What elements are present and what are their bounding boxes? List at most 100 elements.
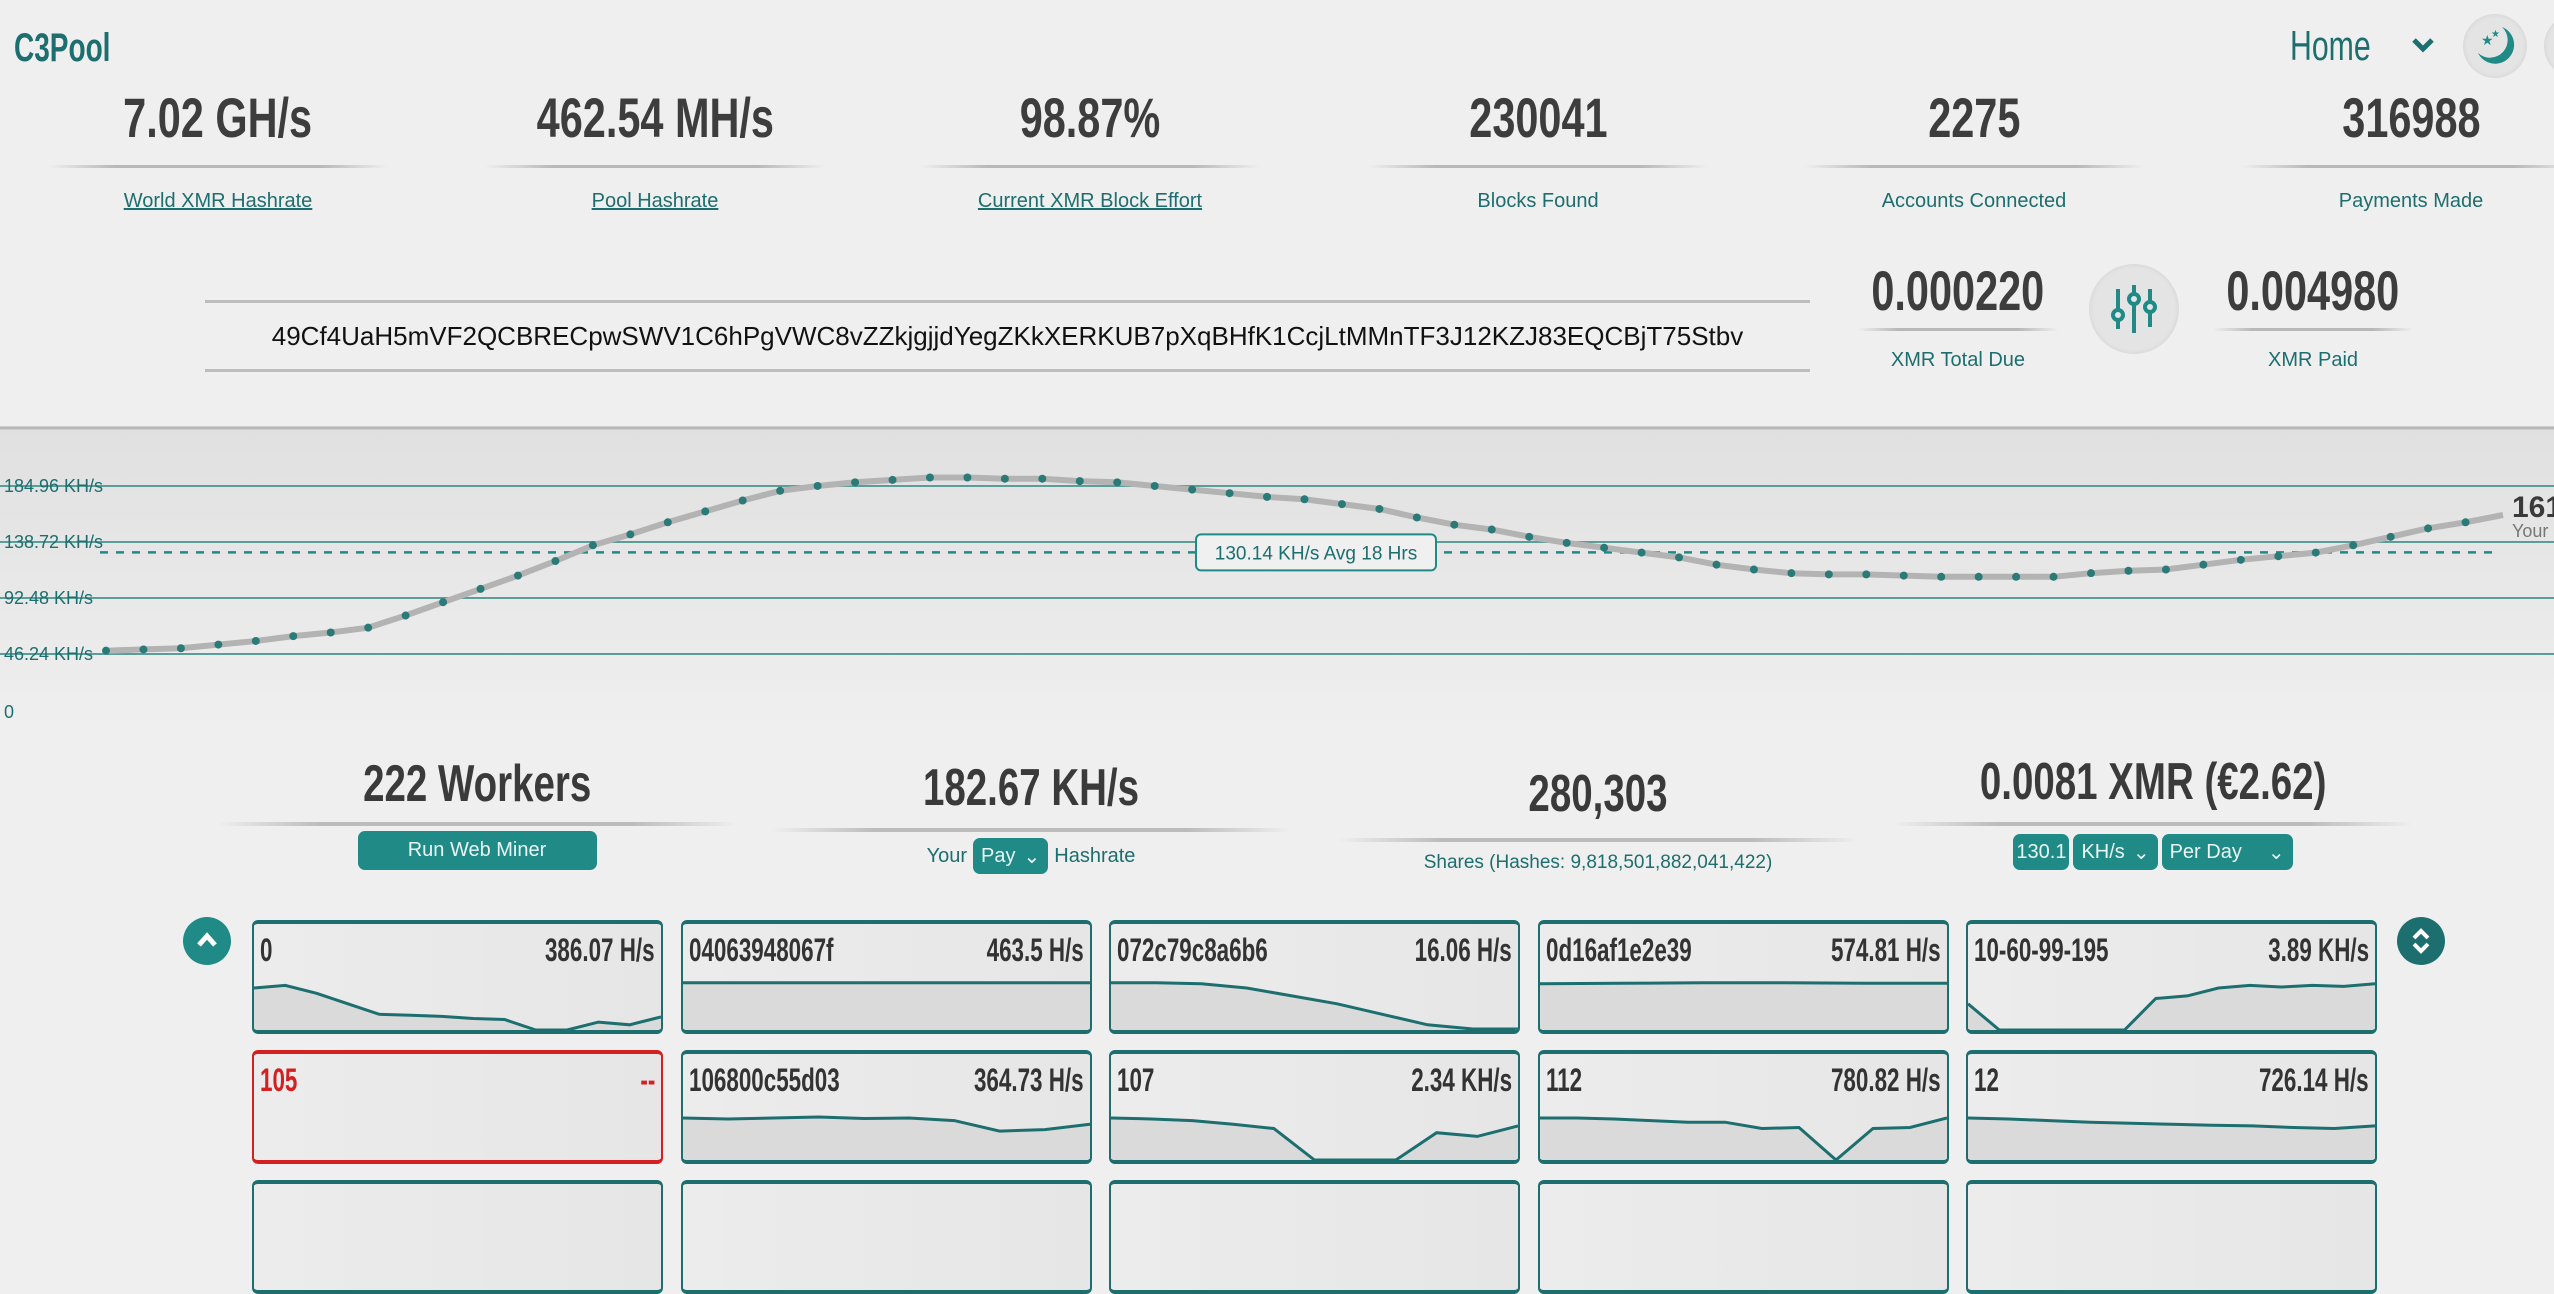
chevron-down-icon: ⌄ (1023, 845, 1041, 868)
worker-hashrate: 3.89 KH/s (2268, 932, 2369, 968)
logo[interactable]: C3Pool (14, 26, 111, 70)
worker-card[interactable]: 0d16af1e2e39 574.81 H/s (1538, 920, 1949, 1034)
worker-sparkline (683, 981, 1090, 1030)
worker-hashrate: 2.34 KH/s (1411, 1062, 1512, 1098)
wallet-address[interactable]: 49Cf4UaH5mVF2QCBRECpwSWV1C6hPgVWC8vZZkjg… (205, 300, 1810, 372)
average-badge (1195, 533, 1437, 572)
worker-card[interactable]: 105 -- (252, 1050, 663, 1164)
worker-hashrate: 463.5 H/s (986, 932, 1084, 968)
data-point (551, 557, 560, 566)
worker-card[interactable] (1109, 1180, 1520, 1294)
worker-card[interactable] (252, 1180, 663, 1294)
stat-label: Blocks Found (1477, 190, 1599, 212)
worker-hashrate: 726.14 H/s (2259, 1062, 2369, 1098)
worker-card[interactable] (1966, 1180, 2377, 1294)
worker-card[interactable]: 12 726.14 H/s (1966, 1050, 2377, 1164)
workers-summary: 222 Workers Run Web Miner (197, 752, 757, 870)
workers-count: 222 Workers (362, 755, 592, 813)
nav-menu-home[interactable]: Home (2290, 22, 2371, 69)
data-point (925, 473, 934, 482)
xmr-total-due: 0.000220 XMR Total Due (1788, 258, 2128, 372)
data-point (1300, 495, 1309, 504)
data-point (1712, 560, 1721, 569)
y-tick-label: 184.96 KH/s (4, 476, 103, 496)
worker-name: 10-60-99-195 (1974, 932, 2109, 968)
chevron-down-icon: ⌄ (2132, 841, 2150, 864)
data-point (102, 646, 110, 655)
collapse-workers-button[interactable] (183, 917, 231, 965)
worker-name: 04063948067f (689, 932, 834, 968)
data-point (2386, 532, 2395, 541)
worker-hashrate: 574.81 H/s (1831, 932, 1941, 968)
stat-value: 316988 (2341, 86, 2481, 149)
data-point (139, 645, 148, 654)
worker-card[interactable]: 0 386.07 H/s (252, 920, 663, 1034)
run-web-miner-button[interactable]: Run Web Miner (357, 831, 597, 870)
worker-sparkline (1968, 982, 2375, 1030)
worker-hashrate: 386.07 H/s (545, 932, 655, 968)
worker-card[interactable]: 106800c55d03 364.73 H/s (681, 1050, 1092, 1164)
data-point (326, 628, 335, 637)
y-tick-label: 92.48 KH/s (4, 588, 93, 608)
unit-select[interactable]: KH/s ⌄ (2073, 834, 2158, 870)
account-button[interactable] (2544, 14, 2554, 78)
data-point (1075, 477, 1084, 486)
pay-select[interactable]: Pay ⌄ (973, 838, 1049, 874)
paid-label: XMR Paid (2267, 349, 2359, 371)
calc-hashrate-input[interactable]: 130.1 (2013, 834, 2070, 870)
chevron-up-icon (197, 932, 217, 947)
worker-name: 0d16af1e2e39 (1546, 932, 1692, 968)
worker-card[interactable]: 10-60-99-195 3.89 KH/s (1966, 920, 2377, 1034)
worker-card[interactable] (1538, 1180, 1949, 1294)
worker-sparkline (254, 983, 661, 1030)
data-point (2311, 548, 2320, 557)
y-tick-label: 138.72 KH/s (4, 532, 103, 552)
stat-label-link[interactable]: World XMR Hashrate (123, 190, 313, 212)
data-point (1412, 513, 1421, 522)
data-point (1899, 571, 1908, 580)
worker-card[interactable]: 112 780.82 H/s (1538, 1050, 1949, 1164)
svg-text:★: ★ (2481, 32, 2494, 48)
stat-label-link[interactable]: Current XMR Block Effort (977, 190, 1203, 212)
data-point (1862, 570, 1871, 579)
stat-value: 462.54 MH/s (536, 86, 774, 149)
data-point (2161, 565, 2170, 574)
data-point (1225, 489, 1234, 498)
period-select[interactable]: Per Day ⌄ (2161, 834, 2293, 870)
total-due-value: 0.000220 (1871, 259, 2045, 322)
data-point (1974, 572, 1983, 581)
stat-label: Payments Made (2338, 190, 2484, 212)
worker-card[interactable]: 04063948067f 463.5 H/s (681, 920, 1092, 1034)
data-point (1824, 570, 1833, 579)
worker-name: 0 (260, 932, 273, 968)
period-select-value: Per Day (2169, 840, 2242, 863)
stat-block-effort: 98.87% Current XMR Block Effort (880, 85, 1300, 213)
data-point (1263, 492, 1272, 501)
average-label: 130.14 KH/s Avg 18 Hrs (1215, 543, 1417, 564)
worker-card[interactable] (681, 1180, 1092, 1294)
data-point (813, 481, 822, 490)
worker-sparkline (1968, 1116, 2375, 1160)
chevron-down-icon: ⌄ (2267, 841, 2285, 864)
stat-payments-made: 316988 Payments Made (2201, 85, 2554, 213)
data-point (1000, 474, 1009, 483)
worker-card[interactable]: 107 2.34 KH/s (1109, 1050, 1520, 1164)
theme-toggle-button[interactable]: ★ ★ (2463, 14, 2527, 78)
data-point (214, 640, 223, 649)
payout-settings-button[interactable] (2089, 264, 2179, 354)
stat-label: Accounts Connected (1881, 190, 2067, 212)
worker-name: 106800c55d03 (689, 1062, 840, 1098)
sort-workers-button[interactable] (2397, 917, 2445, 965)
data-point (1600, 543, 1609, 552)
worker-card[interactable]: 072c79c8a6b6 16.06 H/s (1109, 920, 1520, 1034)
data-point (851, 478, 860, 487)
data-point (1675, 553, 1684, 562)
xmr-paid: 0.004980 XMR Paid (2143, 258, 2483, 372)
shares-value: 280,303 (1528, 765, 1668, 823)
data-point (1562, 538, 1571, 547)
data-point (1038, 474, 1047, 483)
data-point (1525, 532, 1534, 541)
stat-world-hashrate: 7.02 GH/s World XMR Hashrate (8, 85, 428, 213)
stat-label-link[interactable]: Pool Hashrate (591, 190, 719, 212)
chevron-down-icon[interactable] (2408, 30, 2438, 60)
